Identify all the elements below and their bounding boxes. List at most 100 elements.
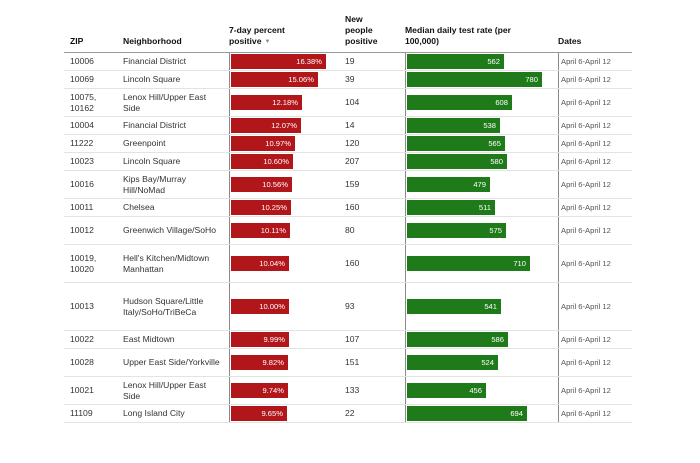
zip-cell: 10023 [70,156,94,166]
neighborhood-cell: East Midtown [123,334,175,344]
test-rate-cell: 580 [405,153,554,170]
percent-positive-cell: 9.74% [229,377,340,404]
percent-positive-cell: 10.00% [229,283,340,330]
test-rate-bar: 456 [407,383,486,398]
dates-cell: April 6-April 12 [558,117,635,134]
header-test-rate[interactable]: Median daily test rate (per 100,000) [405,25,512,46]
percent-positive-bar: 9.99% [231,332,289,347]
neighborhood-cell: Greenwich Village/SoHo [123,225,216,235]
test-rate-bar: 586 [407,332,508,347]
test-rate-cell: 479 [405,171,554,198]
zip-cell: 10004 [70,120,94,130]
test-rate-cell: 456 [405,377,554,404]
new-positive-cell: 120 [345,138,360,148]
percent-positive-cell: 10.60% [229,153,340,170]
header-new-positive[interactable]: New people positive [345,14,378,46]
sort-descending-icon[interactable]: ▼ [264,39,271,45]
neighborhood-cell: Lenox Hill/Upper East Side [123,91,207,113]
dates-cell: April 6-April 12 [558,377,635,404]
new-positive-cell: 104 [345,97,360,107]
test-rate-bar: 479 [407,177,490,192]
table-row: 10075, 10162 Lenox Hill/Upper East Side 12… [64,89,632,117]
test-rate-bar: 694 [407,406,527,421]
percent-positive-cell: 10.11% [229,217,340,244]
percent-positive-cell: 9.82% [229,349,340,376]
test-rate-bar: 780 [407,72,542,87]
table-row: 11222 Greenpoint 10.97% 120 565 April 6-April… [64,135,632,153]
neighborhood-cell: Financial District [123,56,187,66]
zip-cell: 11109 [70,408,93,418]
dates-cell: April 6-April 12 [558,71,635,88]
dates-cell: April 6-April 12 [558,217,635,244]
neighborhood-cell: Chelsea [123,202,155,212]
percent-positive-bar: 10.04% [231,256,289,271]
test-rate-cell: 694 [405,405,554,422]
new-positive-cell: 160 [345,258,360,268]
test-rate-cell: 524 [405,349,554,376]
dates-cell: April 6-April 12 [558,349,635,376]
dates-cell: April 6-April 12 [558,405,635,422]
test-rate-cell: 562 [405,53,554,70]
zip-cell: 10012 [70,225,94,235]
percent-positive-cell: 10.97% [229,135,340,152]
percent-positive-bar: 10.56% [231,177,292,192]
test-rate-bar: 710 [407,256,530,271]
percent-positive-bar: 10.11% [231,223,290,238]
table-row: 10028 Upper East Side/Yorkville 9.82% 151 52… [64,349,632,377]
new-positive-cell: 133 [345,385,360,395]
test-rate-cell: 586 [405,331,554,348]
new-positive-cell: 22 [345,408,355,418]
dates-cell: April 6-April 12 [558,53,635,70]
table-row: 10019, 10020 Hell's Kitchen/Midtown Manha… [64,245,632,283]
percent-positive-cell: 10.56% [229,171,340,198]
zip-cell: 10016 [70,179,94,189]
test-rate-bar: 580 [407,154,507,169]
neighborhood-cell: Hell's Kitchen/Midtown Manhattan [123,252,210,274]
percent-positive-cell: 9.99% [229,331,340,348]
percent-positive-bar: 16.38% [231,54,326,69]
zip-cell: 11222 [70,138,94,148]
new-positive-cell: 93 [345,301,355,311]
zip-cell: 10075, 10162 [70,91,97,113]
header-neighborhood[interactable]: Neighborhood [123,36,182,46]
test-rate-cell: 565 [405,135,554,152]
test-rate-bar: 511 [407,200,495,215]
zip-cell: 10011 [70,202,94,212]
table-row: 10012 Greenwich Village/SoHo 10.11% 80 575 Ap… [64,217,632,245]
header-zip[interactable]: ZIP [70,36,84,46]
percent-positive-bar: 10.60% [231,154,293,169]
new-positive-cell: 39 [345,74,355,84]
table-row: 10021 Lenox Hill/Upper East Side 9.74% 133 4… [64,377,632,405]
test-rate-cell: 780 [405,71,554,88]
percent-positive-cell: 12.18% [229,89,340,116]
test-rate-cell: 541 [405,283,554,330]
percent-positive-bar: 9.65% [231,406,287,421]
percent-positive-bar: 15.06% [231,72,318,87]
dates-cell: April 6-April 12 [558,245,635,282]
dates-cell: April 6-April 12 [558,331,635,348]
table-row: 10069 Lincoln Square 15.06% 39 780 April 6-Ap… [64,71,632,89]
neighborhood-cell: Kips Bay/Murray Hill/NoMad [123,173,187,195]
test-rate-bar: 524 [407,355,498,370]
table-row: 10006 Financial District 16.38% 19 562 April … [64,53,632,71]
table-row: 10004 Financial District 12.07% 14 538 April … [64,117,632,135]
table-row: 10023 Lincoln Square 10.60% 207 580 April 6-A… [64,153,632,171]
percent-positive-bar: 9.82% [231,355,288,370]
percent-positive-cell: 10.25% [229,199,340,216]
header-dates[interactable]: Dates [558,36,582,46]
test-rate-bar: 608 [407,95,512,110]
test-rate-bar: 565 [407,136,505,151]
neighborhood-cell: Hudson Square/Little Italy/SoHo/TriBeCa [123,295,204,317]
percent-positive-bar: 10.00% [231,299,289,314]
table-row: 10022 East Midtown 9.99% 107 586 April 6-Apri… [64,331,632,349]
neighborhood-cell: Lincoln Square [123,74,181,84]
neighborhood-cell: Greenpoint [123,138,166,148]
zip-cell: 10022 [70,334,94,344]
percent-positive-cell: 10.04% [229,245,340,282]
neighborhood-cell: Upper East Side/Yorkville [123,357,220,367]
new-positive-cell: 207 [345,156,360,166]
percent-positive-bar: 12.07% [231,118,301,133]
new-positive-cell: 107 [345,334,360,344]
new-positive-cell: 19 [345,56,355,66]
header-percent-positive[interactable]: 7-day percent positive ▼ [229,25,309,48]
